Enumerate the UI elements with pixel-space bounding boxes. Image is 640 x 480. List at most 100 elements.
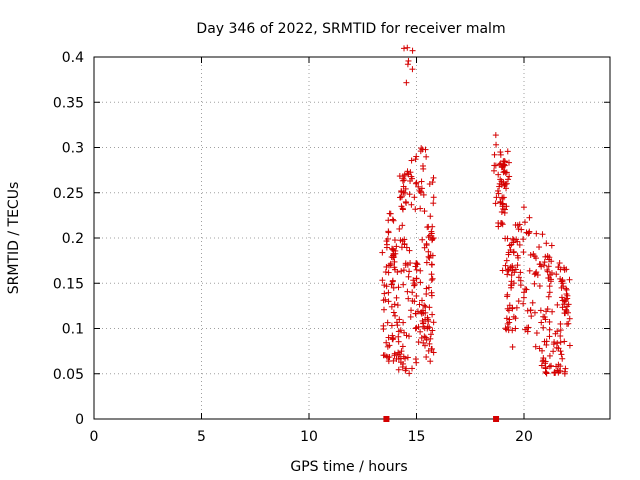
- data-point: [499, 195, 506, 202]
- data-point: [509, 304, 516, 311]
- data-point: [500, 162, 507, 169]
- data-point: [522, 285, 529, 292]
- data-point: [379, 249, 386, 256]
- zero-marker: [493, 416, 500, 422]
- data-point: [557, 333, 564, 340]
- data-point: [506, 173, 513, 180]
- data-point: [514, 252, 521, 259]
- data-point: [536, 283, 543, 290]
- data-point: [506, 242, 513, 249]
- data-point: [531, 280, 538, 287]
- data-point: [412, 206, 419, 213]
- data-point: [380, 322, 387, 329]
- data-point: [563, 285, 570, 292]
- data-point: [426, 340, 433, 347]
- data-point: [558, 294, 565, 301]
- data-point: [533, 230, 540, 237]
- data-point: [416, 301, 423, 308]
- data-point: [564, 295, 571, 302]
- data-point: [546, 326, 553, 333]
- data-point: [562, 365, 569, 372]
- data-point: [546, 333, 553, 340]
- data-point: [506, 316, 513, 323]
- data-point: [396, 225, 403, 232]
- data-point: [501, 209, 508, 216]
- data-point: [546, 352, 553, 359]
- data-point: [409, 297, 416, 304]
- data-point: [398, 268, 405, 275]
- data-point: [515, 274, 522, 281]
- data-point: [413, 153, 420, 160]
- data-point: [499, 221, 506, 228]
- data-point: [502, 169, 509, 176]
- data-point: [418, 334, 425, 341]
- data-point: [566, 276, 573, 283]
- data-point: [532, 270, 539, 277]
- data-point: [405, 57, 412, 64]
- y-axis-label: SRMTID / TECUs: [6, 182, 22, 295]
- data-point: [390, 309, 397, 316]
- data-point: [384, 235, 391, 242]
- data-point: [418, 310, 425, 317]
- data-point: [412, 325, 419, 332]
- data-point: [566, 315, 573, 322]
- data-point: [561, 266, 568, 273]
- data-point: [429, 327, 436, 334]
- data-point: [385, 217, 392, 224]
- data-point: [550, 341, 557, 348]
- data-point: [399, 238, 406, 245]
- data-point: [399, 177, 406, 184]
- data-point: [536, 244, 543, 251]
- data-point: [405, 295, 412, 302]
- data-points: [379, 44, 573, 422]
- data-point: [504, 291, 511, 298]
- data-point: [503, 257, 510, 264]
- data-point: [523, 286, 530, 293]
- data-point: [423, 153, 430, 160]
- data-point: [543, 240, 550, 247]
- data-point: [554, 301, 561, 308]
- data-point: [505, 266, 512, 273]
- data-point: [558, 351, 565, 358]
- data-point: [415, 339, 422, 346]
- data-point: [412, 156, 419, 163]
- data-point: [394, 302, 401, 309]
- data-point: [512, 266, 519, 273]
- data-point: [402, 355, 409, 362]
- data-point: [415, 183, 422, 190]
- data-point: [413, 292, 420, 299]
- data-point: [531, 309, 538, 316]
- data-point: [412, 180, 419, 187]
- data-point: [526, 267, 533, 274]
- data-point: [398, 348, 405, 355]
- data-point: [502, 158, 509, 165]
- data-point: [420, 165, 427, 172]
- data-point: [425, 234, 432, 241]
- data-point: [517, 269, 524, 276]
- data-point: [521, 289, 527, 296]
- data-point: [510, 313, 517, 320]
- data-point: [495, 171, 502, 178]
- data-point: [386, 210, 393, 217]
- data-point: [395, 333, 402, 340]
- data-point: [421, 342, 428, 349]
- data-point: [428, 228, 435, 235]
- data-point: [523, 229, 530, 236]
- data-point: [417, 328, 424, 335]
- data-point: [395, 366, 402, 373]
- data-point: [418, 145, 425, 152]
- data-point: [430, 174, 437, 181]
- data-point: [429, 275, 436, 282]
- data-point: [380, 306, 387, 313]
- data-point: [389, 335, 396, 342]
- x-tick-label: 0: [90, 429, 99, 445]
- y-tick-label: 0.35: [53, 95, 84, 111]
- data-point: [382, 296, 389, 303]
- data-point: [401, 241, 408, 248]
- data-point: [381, 352, 388, 359]
- data-point: [504, 235, 511, 242]
- data-point: [396, 173, 403, 180]
- data-point: [548, 362, 555, 369]
- y-tick-label: 0: [75, 412, 84, 428]
- data-point: [414, 261, 421, 268]
